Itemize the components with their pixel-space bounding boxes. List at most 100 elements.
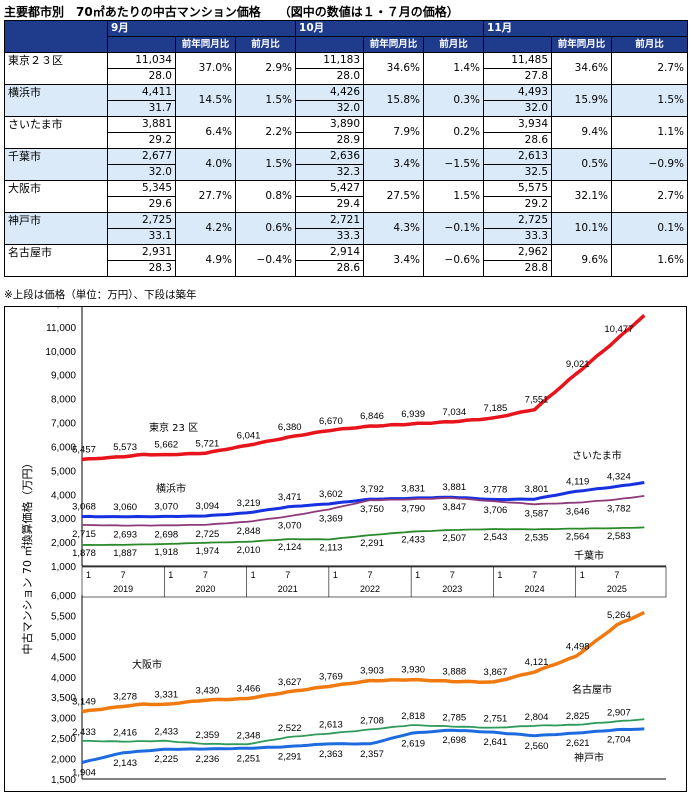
data-label: 3,778 xyxy=(484,484,508,495)
data-label: 3,219 xyxy=(237,498,261,509)
y-tick-label: 1,500 xyxy=(51,775,76,786)
y-tick-label: 6,000 xyxy=(51,591,76,602)
data-label: 9,021 xyxy=(566,359,590,370)
data-label: 3,769 xyxy=(319,672,343,683)
mom-value: 1.5% xyxy=(234,148,297,181)
data-label: 3,331 xyxy=(154,689,178,700)
data-label: 7,551 xyxy=(525,395,549,406)
x-month-label: 1 xyxy=(168,570,173,580)
price-value: 2,725 xyxy=(483,212,553,229)
city-name: 名古屋市 xyxy=(4,244,108,277)
mom-value: 0.1% xyxy=(611,212,689,245)
table-note: ※上段は価格（単位：万円）、下段は築年 xyxy=(4,289,197,301)
price-value: 2,721 xyxy=(295,212,365,229)
data-label: 2,416 xyxy=(113,728,137,739)
mom-value: 0.8% xyxy=(234,180,297,213)
table-row: 大阪市 5,345 27.7% 0.8% 5,427 27.5% 1.5% 5,575 32.1… xyxy=(4,180,689,213)
price-table: 9月 10月 11月 前年同月比 前月比 前年同月比 前月比 前年同月比 前月比 東京２３区 11,… xyxy=(4,20,689,277)
data-label: 2,357 xyxy=(360,749,384,760)
age-value: 29.4 xyxy=(295,196,365,213)
table-row: 神戸市 2,725 4.2% 0.6% 2,721 4.3% −0.1% 2,725 10.1%… xyxy=(4,212,689,245)
series-line-nagoya xyxy=(81,718,645,746)
series-line-saitama xyxy=(82,495,645,527)
data-label: 3,750 xyxy=(360,504,384,515)
data-label: 3,888 xyxy=(442,667,466,678)
table-row: 横浜市 4,411 14.5% 1.5% 4,426 15.8% 0.3% 4,493 15.9… xyxy=(4,84,689,117)
age-value: 28.8 xyxy=(483,260,553,277)
data-label: 2,535 xyxy=(525,532,549,543)
data-label: 3,430 xyxy=(196,685,220,696)
x-month-label: 1 xyxy=(580,570,585,580)
y-tick-label: 3,500 xyxy=(51,693,76,704)
yoy-value: 0.5% xyxy=(551,148,613,181)
table-row-sub: 33.1 33.3 33.3 xyxy=(5,228,688,245)
yoy-value: 37.0% xyxy=(175,52,236,85)
series-line-osaka xyxy=(81,610,646,714)
data-label: 3,646 xyxy=(566,507,590,518)
data-label: 3,627 xyxy=(278,677,302,688)
price-value: 3,934 xyxy=(483,116,553,133)
mom-value: 0.3% xyxy=(423,84,485,117)
data-label: 2,560 xyxy=(525,741,549,752)
age-value: 31.7 xyxy=(107,100,176,117)
data-label: 5,457 xyxy=(72,444,96,455)
yoy-value: 34.6% xyxy=(363,52,425,85)
price-value: 2,962 xyxy=(483,244,553,261)
mom-value: −0.1% xyxy=(423,212,485,245)
yoy-value: 4.0% xyxy=(175,148,236,181)
yoy-value: 15.9% xyxy=(551,84,613,117)
mom-value: 1.5% xyxy=(423,180,485,213)
price-value: 11,183 xyxy=(295,52,365,69)
yoy-value: 14.5% xyxy=(175,84,236,117)
data-label: 6,041 xyxy=(237,430,261,441)
data-label: 3,587 xyxy=(525,508,549,519)
page-title: 主要都市別 70㎡あたりの中古マンション価格 （図中の数値は１・７月の価格） xyxy=(4,5,459,19)
y-tick-label: 8,000 xyxy=(51,395,76,406)
yoy-value: 3.4% xyxy=(363,244,425,277)
data-label: 2,143 xyxy=(113,758,137,769)
y-axis-title: 中古マンション 70 ㎡換算価格（万円） xyxy=(20,458,34,655)
age-value: 29.6 xyxy=(107,196,176,213)
data-label: 6,380 xyxy=(278,422,302,433)
series-name-label: 横浜市 xyxy=(156,482,186,495)
data-label: 2,848 xyxy=(237,526,261,537)
yoy-value: 4.3% xyxy=(363,212,425,245)
mom-value: 2.9% xyxy=(234,52,297,85)
city-name: 横浜市 xyxy=(4,84,108,117)
yoy-value: 7.9% xyxy=(363,116,425,149)
header-row-sub: 前年同月比 前月比 前年同月比 前月比 前年同月比 前月比 xyxy=(5,36,689,53)
sub-header: 前年同月比 xyxy=(175,36,236,53)
month-header: 9月 xyxy=(106,20,297,37)
table-row-sub: 29.2 28.9 28.6 xyxy=(5,132,688,149)
table-row: 千葉市 2,677 4.0% 1.5% 2,636 3.4% −1.5% 2,613 0.5% −… xyxy=(4,148,689,181)
city-name: 大阪市 xyxy=(4,180,108,213)
mom-value: 2.7% xyxy=(611,52,689,85)
yoy-value: 4.9% xyxy=(175,244,236,277)
yoy-value: 4.2% xyxy=(175,212,236,245)
yoy-value: 32.1% xyxy=(551,180,613,213)
data-label: 2,564 xyxy=(566,532,590,543)
age-value: 28.6 xyxy=(483,132,553,149)
yoy-value: 15.8% xyxy=(363,84,425,117)
sub-header: 前年同月比 xyxy=(551,36,613,53)
x-axis-band xyxy=(81,566,667,598)
data-label: 2,507 xyxy=(442,533,466,544)
data-label: 3,094 xyxy=(196,501,220,512)
series-name-label: 神戸市 xyxy=(574,751,604,764)
mom-value: 1.4% xyxy=(423,52,485,85)
city-name: 神戸市 xyxy=(4,212,108,245)
table-row-sub: 29.6 29.4 29.2 xyxy=(5,196,688,213)
data-label: 2,543 xyxy=(484,532,508,543)
x-month-label: 1 xyxy=(333,570,338,580)
x-month-label: 7 xyxy=(121,570,126,580)
series-name-label: さいたま市 xyxy=(572,449,622,462)
data-label: 2,433 xyxy=(72,727,96,738)
price-value: 3,881 xyxy=(107,116,176,133)
data-label: 2,251 xyxy=(237,753,261,764)
sub-header: 前月比 xyxy=(234,36,297,53)
age-value: 28.3 xyxy=(107,260,176,277)
chart-frame xyxy=(4,306,687,792)
data-label: 7,034 xyxy=(442,407,466,418)
data-label: 3,471 xyxy=(278,492,302,503)
data-label: 2,704 xyxy=(607,735,631,746)
